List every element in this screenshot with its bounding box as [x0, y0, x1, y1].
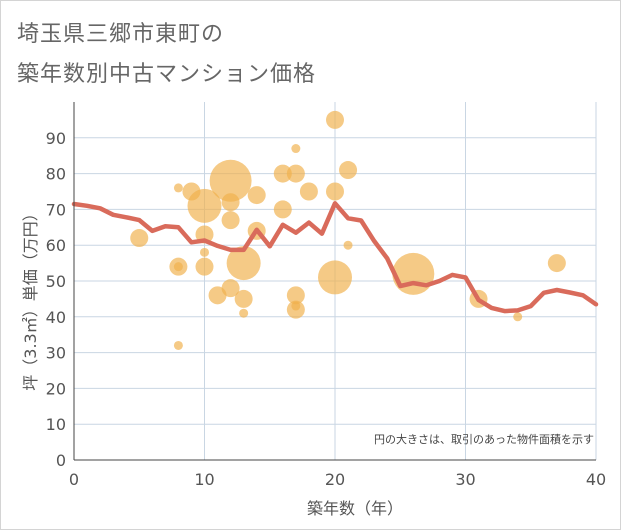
- bubble-point: [339, 161, 358, 180]
- bubble-point: [286, 300, 305, 319]
- bubble-point: [221, 193, 240, 212]
- x-tick-label: 0: [69, 470, 79, 489]
- y-tick-label: 40: [46, 308, 66, 327]
- bubbles: [130, 110, 566, 350]
- y-tick-label: 20: [46, 379, 66, 398]
- bubble-point: [318, 260, 352, 295]
- axes: [73, 102, 596, 461]
- average-price-line: [71, 201, 599, 314]
- y-tick-label: 70: [46, 200, 66, 219]
- y-tick-label: 80: [46, 165, 66, 184]
- x-axis-title: 築年数（年）: [307, 499, 403, 518]
- x-tick-label: 20: [325, 470, 345, 489]
- average-line-group: [71, 201, 599, 314]
- x-tick-label: 30: [455, 470, 475, 489]
- bubble-point: [130, 229, 149, 248]
- x-tick-label: 40: [586, 470, 606, 489]
- bubble-point: [273, 200, 292, 219]
- bubble-point: [221, 211, 240, 230]
- bubble-point: [173, 340, 183, 350]
- y-tick-label: 50: [46, 272, 66, 291]
- tick-labels: 0 10 20 30 40 50 60 70 80 90 0 10 20 30 40: [46, 129, 607, 489]
- y-axis-title: 坪（3.3㎡）単価（万円）: [21, 205, 40, 390]
- y-tick-label: 90: [46, 129, 66, 148]
- bubble-point: [326, 182, 344, 201]
- bubble-point: [173, 183, 183, 193]
- bubble-point: [221, 279, 240, 298]
- y-tick-label: 10: [46, 415, 66, 434]
- y-tick-label: 30: [46, 344, 66, 363]
- bubble-point: [326, 110, 344, 129]
- bubble-point: [234, 289, 253, 308]
- chart-title-line1: 埼玉県三郷市東町の: [17, 22, 225, 47]
- y-tick-label: 60: [46, 236, 66, 255]
- bubble-size-note: 円の大きさは、取引のあった物件面積を示す: [374, 432, 594, 446]
- bubble-point: [239, 308, 249, 318]
- bubble-point: [286, 164, 305, 183]
- bubble-point: [547, 254, 566, 273]
- bubble-point: [291, 144, 301, 154]
- chart-title-line2: 築年数別中古マンション価格: [17, 62, 317, 87]
- bubble-point: [187, 188, 222, 223]
- bubble-point: [343, 240, 353, 250]
- bubble-point: [247, 186, 266, 205]
- bubble-point: [173, 262, 183, 272]
- bubble-point: [513, 312, 523, 322]
- bubble-point: [195, 257, 214, 276]
- bubble-point: [209, 159, 252, 202]
- bubble-point: [273, 164, 292, 183]
- bubble-point: [392, 252, 435, 295]
- bubble-point: [286, 286, 305, 305]
- bubble-point: [226, 246, 261, 281]
- x-tick-label: 10: [194, 470, 214, 489]
- bubble-point: [200, 247, 209, 257]
- y-tick-label: 0: [56, 451, 66, 470]
- bubble-point: [299, 182, 318, 201]
